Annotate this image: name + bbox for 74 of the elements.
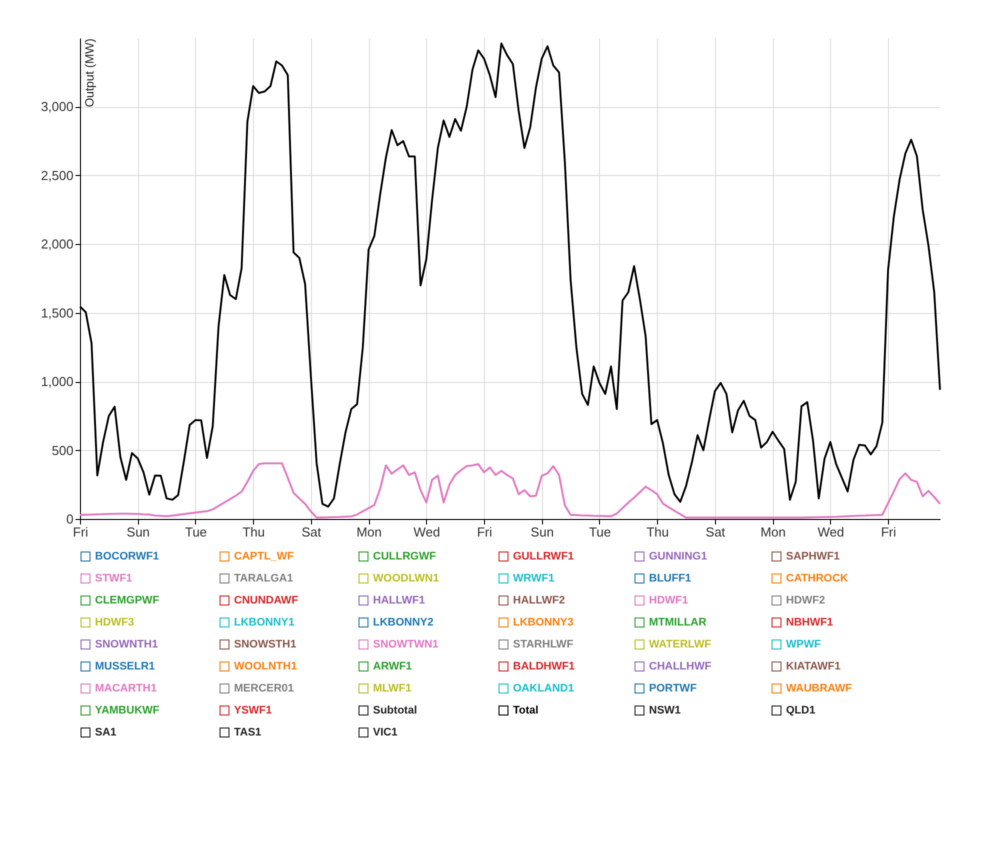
legend-label: BOCORWF1	[95, 550, 159, 563]
legend-label: GULLRWF1	[513, 550, 574, 563]
x-tick-label: Wed	[818, 524, 844, 540]
legend-label: WPWF	[786, 638, 822, 650]
legend-label: WRWF1	[513, 572, 554, 584]
legend-label: STARHLWF	[513, 638, 574, 650]
legend-label: NBHWF1	[786, 616, 834, 628]
legend-label: LKBONNY2	[373, 616, 434, 628]
legend-label: LKBONNY1	[234, 616, 295, 628]
legend-label: VIC1	[373, 726, 398, 738]
legend-label: WOOLNTH1	[234, 660, 297, 672]
legend-label: OAKLAND1	[513, 682, 574, 694]
x-tick-label: Fri	[476, 524, 492, 540]
legend-label: KIATAWF1	[786, 660, 841, 672]
legend-label: PORTWF	[649, 682, 697, 694]
legend-label: YAMBUKWF	[95, 704, 160, 716]
legend-label: WAUBRAWF	[786, 682, 852, 694]
legend-label: SNOWTWN1	[373, 638, 438, 650]
y-tick-label: 3,000	[40, 99, 74, 114]
legend-label: HALLWF1	[373, 594, 425, 606]
y-tick-label: 0	[66, 512, 74, 526]
legend-label: CHALLHWF	[649, 660, 712, 672]
legend-label: STWF1	[95, 572, 132, 584]
legend-label: CAPTL_WF	[234, 550, 294, 563]
legend-label: LKBONNY3	[513, 616, 574, 628]
legend-label: MACARTH1	[95, 682, 157, 694]
legend-label: CNUNDAWF	[234, 594, 298, 606]
y-tick-label: 1,000	[40, 374, 74, 390]
x-tick-label: Fri	[72, 524, 88, 540]
legend-label: WOODLWN1	[373, 572, 439, 584]
legend-label: HDWF3	[95, 616, 134, 628]
legend-label: SNOWNTH1	[95, 638, 158, 650]
legend-label: BALDHWF1	[513, 660, 575, 672]
legend-label: SAPHWF1	[786, 550, 840, 563]
legend-label: ARWF1	[373, 660, 412, 672]
y-tick-label: 2,000	[40, 236, 74, 252]
legend-label: SA1	[95, 726, 116, 738]
x-tick-label: Mon	[760, 524, 786, 540]
legend-label: CATHROCK	[786, 572, 848, 584]
x-tick-label: Tue	[184, 524, 207, 540]
y-tick-label: 1,500	[40, 305, 74, 320]
x-tick-label: Tue	[589, 524, 611, 540]
legend-label: TAS1	[234, 726, 262, 738]
y-axis-title: Output (MW)	[82, 38, 96, 108]
legend-label: HALLWF2	[513, 594, 565, 606]
x-tick-label: Thu	[646, 524, 669, 540]
legend-label: MLWF1	[373, 682, 412, 694]
legend-label: QLD1	[786, 704, 816, 716]
legend-label: CULLRGWF	[373, 550, 436, 563]
x-tick-label: Thu	[242, 524, 265, 540]
legend-label: MUSSELR1	[95, 660, 155, 672]
legend-label: MERCER01	[234, 682, 294, 694]
legend-label: CLEMGPWF	[95, 594, 160, 606]
legend-label: YSWF1	[234, 704, 272, 716]
x-tick-label: Sat	[302, 524, 322, 540]
y-tick-label: 2,500	[40, 168, 74, 183]
legend-label: SNOWSTH1	[234, 638, 296, 650]
legend-label: GUNNING1	[649, 550, 708, 563]
legend-label: NSW1	[649, 704, 681, 716]
legend-label: Total	[513, 704, 538, 716]
y-tick-label: 500	[52, 442, 74, 458]
x-tick-label: Wed	[414, 524, 440, 540]
x-tick-label: Mon	[356, 524, 382, 540]
legend-label: MTMILLAR	[649, 616, 706, 628]
legend-label: HDWF1	[649, 594, 688, 606]
legend-label: Subtotal	[373, 704, 417, 716]
legend-label: BLUFF1	[649, 572, 692, 584]
x-tick-label: Sun	[530, 524, 554, 540]
x-tick-label: Sat	[706, 524, 726, 540]
legend-label: HDWF2	[786, 594, 826, 606]
legend-label: WATERLWF	[649, 638, 712, 650]
x-tick-label: Sun	[126, 524, 150, 540]
legend-label: TARALGA1	[234, 572, 294, 584]
x-tick-label: Fri	[880, 524, 896, 540]
